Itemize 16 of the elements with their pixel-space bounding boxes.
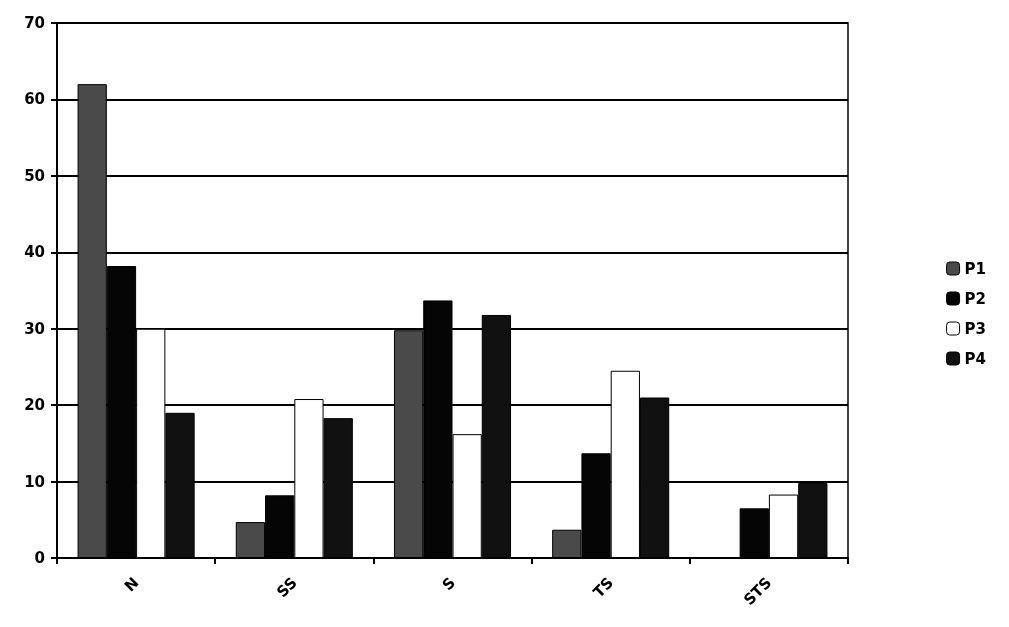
y-tick-label: 40	[24, 243, 45, 262]
x-tick-label: TS	[589, 573, 618, 602]
y-tick-label: 0	[34, 549, 45, 567]
y-tick-label: 30	[24, 319, 45, 338]
y-tick-label: 50	[24, 166, 45, 185]
x-tick-label: S	[438, 573, 459, 594]
y-tick-label: 70	[24, 14, 45, 32]
legend-label: P4	[964, 349, 987, 368]
y-tick-label: 60	[24, 90, 45, 109]
y-tick-label: 10	[24, 472, 45, 491]
legend-label: P1	[964, 259, 987, 278]
legend-label: P3	[964, 319, 987, 338]
y-tick-label: 20	[24, 396, 45, 415]
x-tick-label: SS	[273, 573, 301, 602]
x-tick-label: N	[120, 573, 143, 596]
legend-label: P2	[964, 289, 987, 308]
